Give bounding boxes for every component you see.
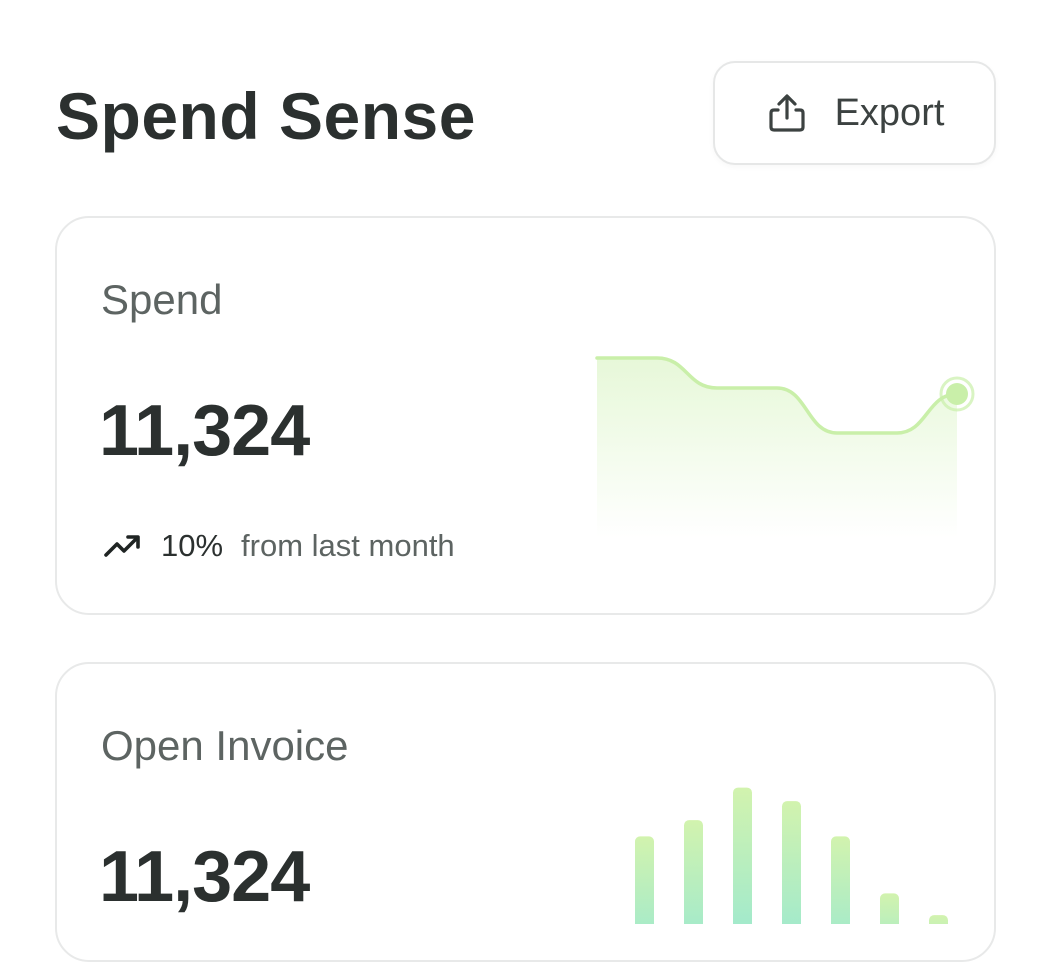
sparkline-area xyxy=(597,358,957,538)
invoice-bar xyxy=(782,801,801,924)
invoice-bar xyxy=(831,836,850,924)
invoice-bar xyxy=(684,820,703,924)
sparkline-end-halo xyxy=(939,376,975,412)
page-title: Spend Sense xyxy=(56,79,476,153)
invoice-card-title: Open Invoice xyxy=(101,722,349,769)
trend-suffix: from last month xyxy=(241,528,455,563)
spend-card: Spend 11,324 10% from last month xyxy=(55,216,996,615)
trend-percent: 10% xyxy=(161,528,224,563)
export-button-label: Export xyxy=(834,91,945,134)
invoice-bar-chart xyxy=(635,787,948,924)
trend-indicator: 10% from last month xyxy=(103,528,455,564)
sparkline-end-point xyxy=(946,383,968,405)
spend-card-value: 11,324 xyxy=(99,391,310,471)
invoice-card-value: 11,324 xyxy=(99,837,310,917)
sparkline-line xyxy=(595,356,959,435)
spend-sparkline-chart xyxy=(595,356,975,538)
header: Spend Sense Export xyxy=(0,0,1050,200)
invoice-bar xyxy=(880,893,899,924)
trending-up-icon xyxy=(104,535,140,557)
open-invoice-card: Open Invoice 11,324 xyxy=(55,662,996,962)
invoice-bar xyxy=(635,836,654,924)
invoice-bar xyxy=(929,915,948,924)
share-upload-icon xyxy=(768,94,805,132)
export-button[interactable]: Export xyxy=(713,61,996,165)
invoice-bar xyxy=(733,787,752,924)
spend-card-title: Spend xyxy=(101,276,223,323)
